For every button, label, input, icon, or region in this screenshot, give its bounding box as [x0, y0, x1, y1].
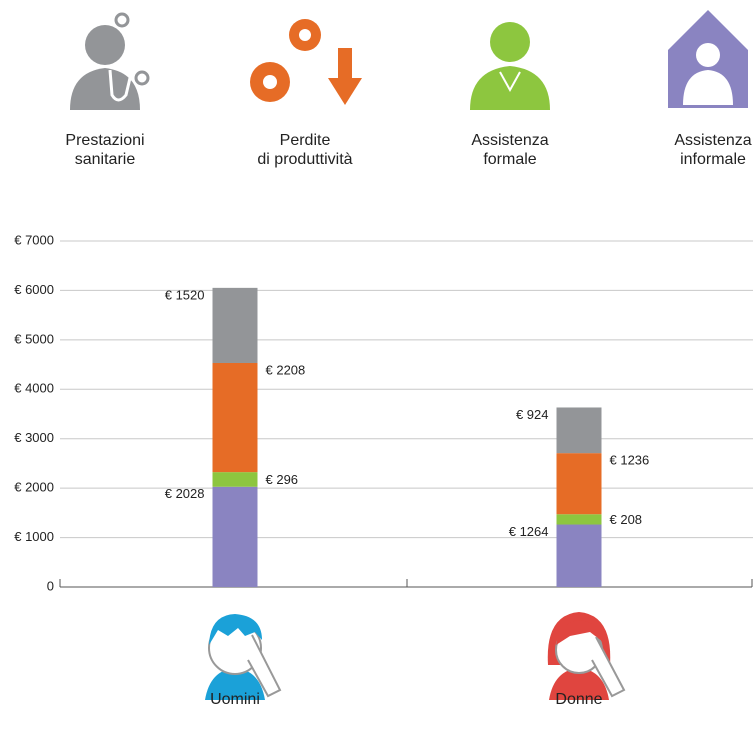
bar-segment	[557, 514, 602, 524]
value-label: € 1264	[509, 524, 549, 539]
icon-gears	[250, 19, 362, 105]
page: 0 € 1000 € 2000 € 3000 € 4000 € 5000 € 6000 € 7…	[0, 0, 753, 733]
bar-segment	[557, 453, 602, 514]
value-label: € 2208	[266, 362, 306, 377]
legend-label: Assistenza informale	[633, 131, 753, 169]
icon-informal	[668, 10, 748, 108]
bar-segment	[213, 363, 258, 472]
chart: 0 € 1000 € 2000 € 3000 € 4000 € 5000 € 6000 € 7…	[0, 0, 753, 733]
icon-man	[205, 614, 280, 700]
y-tick-label: € 4000	[14, 381, 54, 396]
y-tick-label: € 1000	[14, 529, 54, 544]
y-tick-label: € 6000	[14, 282, 54, 297]
y-tick-label: 0	[47, 578, 54, 593]
bar-segment	[557, 407, 602, 453]
icon-doctor	[70, 14, 148, 110]
legend-label: Perdite di produttività	[225, 131, 385, 169]
icon-woman	[548, 612, 624, 700]
y-tick-label: € 2000	[14, 480, 54, 495]
legend-label: Assistenza formale	[430, 131, 590, 169]
value-label: € 296	[266, 472, 299, 487]
bar-segment	[213, 472, 258, 487]
category-label: Donne	[499, 690, 659, 709]
value-label: € 1236	[610, 453, 650, 468]
value-label: € 924	[516, 407, 549, 422]
icon-formal	[470, 22, 550, 110]
y-tick-label: € 3000	[14, 430, 54, 445]
y-tick-label: € 5000	[14, 331, 54, 346]
value-label: € 1520	[165, 287, 205, 302]
value-label: € 2028	[165, 486, 205, 501]
bar-segment	[213, 487, 258, 587]
y-tick-label: € 7000	[14, 232, 54, 247]
category-label: Uomini	[155, 690, 315, 709]
legend-label: Prestazioni sanitarie	[25, 131, 185, 169]
bar-segment	[213, 288, 258, 363]
value-label: € 208	[610, 512, 643, 527]
bar-segment	[557, 525, 602, 587]
